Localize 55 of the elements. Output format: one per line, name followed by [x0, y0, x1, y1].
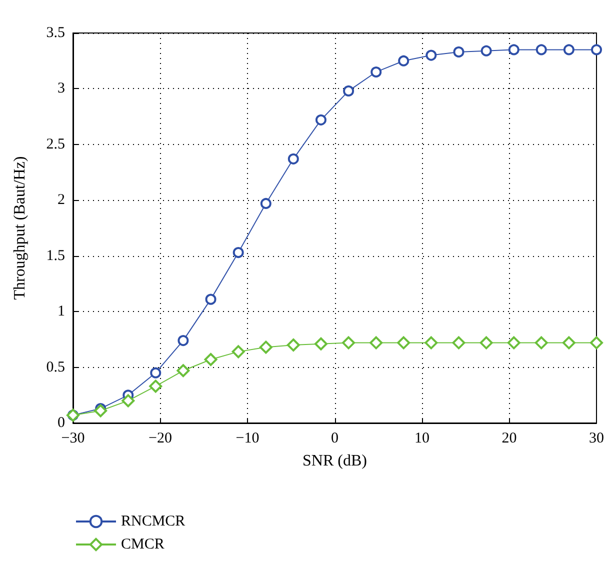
point — [534, 336, 548, 350]
y-tick-label: 1 — [58, 304, 65, 320]
point — [507, 336, 520, 350]
y-tick-label: 3 — [58, 80, 65, 97]
point — [398, 55, 410, 66]
point — [591, 44, 602, 56]
point — [205, 294, 216, 305]
point — [452, 336, 466, 350]
point — [232, 345, 245, 358]
point — [508, 44, 520, 56]
y-tick-label: 0.5 — [46, 359, 65, 376]
point — [176, 364, 190, 378]
point — [562, 336, 576, 350]
point — [480, 45, 492, 56]
point — [343, 85, 354, 96]
point — [370, 66, 382, 78]
point — [536, 44, 547, 56]
point — [424, 336, 438, 350]
x-tick-label: 0 — [331, 430, 338, 446]
y-tick-label: 1.5 — [46, 248, 65, 264]
point — [178, 335, 189, 346]
point — [259, 340, 272, 354]
y-tick-label: 2 — [58, 192, 65, 208]
point — [480, 336, 493, 350]
y-tick-label: 2.5 — [46, 136, 65, 152]
point — [563, 44, 574, 56]
x-tick-label: −20 — [148, 430, 172, 446]
point — [370, 336, 383, 350]
point — [260, 198, 272, 209]
x-tick-label: −10 — [236, 430, 260, 446]
legend-label: CMCR — [121, 536, 164, 552]
point — [288, 153, 299, 164]
point — [314, 337, 328, 350]
point — [590, 336, 603, 350]
x-axis-title: SNR (dB) — [302, 452, 367, 470]
x-tick-label: −30 — [61, 430, 85, 446]
point — [150, 367, 162, 378]
point — [94, 404, 108, 418]
y-tick-label: 3.5 — [46, 25, 65, 41]
point — [453, 46, 464, 58]
point — [232, 247, 244, 258]
point — [426, 50, 437, 61]
point — [286, 338, 300, 352]
y-tick-label: 0 — [58, 415, 65, 431]
x-tick-label: 20 — [502, 430, 517, 446]
x-tick-label: 30 — [589, 430, 604, 446]
point — [342, 336, 356, 350]
point — [204, 352, 218, 366]
point — [315, 114, 326, 126]
legend-label: RNCMCR — [121, 514, 186, 530]
x-tick-label: 10 — [414, 430, 430, 446]
y-axis-title: Throughput (Baut/Hz) — [12, 156, 28, 300]
point — [149, 380, 162, 393]
point — [397, 336, 410, 350]
point — [122, 394, 135, 408]
